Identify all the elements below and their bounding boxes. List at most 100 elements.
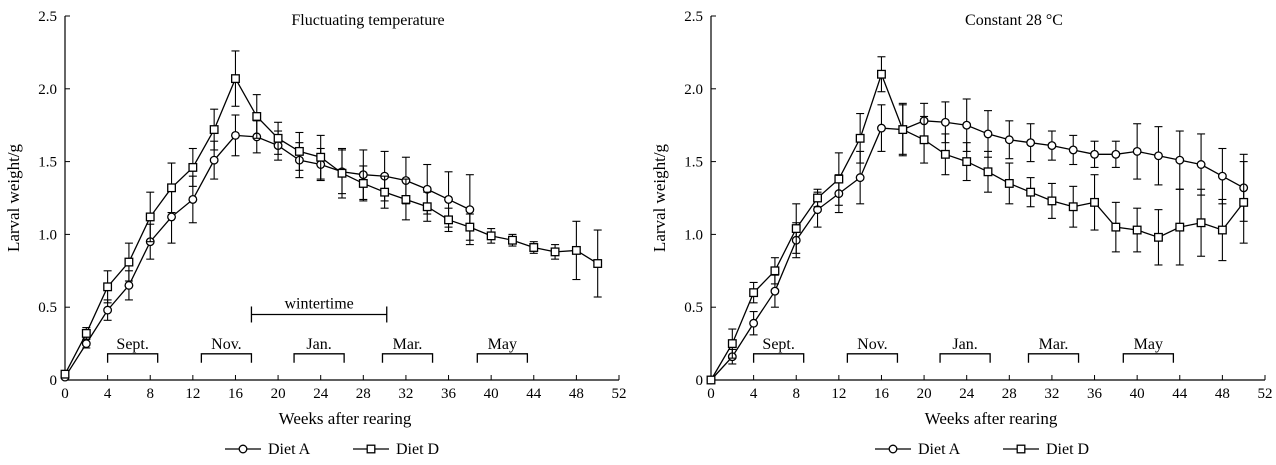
data-point	[1132, 225, 1142, 235]
data-point	[1090, 197, 1099, 207]
data-point	[1004, 178, 1014, 188]
annotation-label: wintertime	[284, 295, 353, 312]
x-tick-label: 16	[228, 386, 244, 402]
legend-marker	[238, 444, 248, 454]
data-point	[401, 195, 411, 204]
x-tick-label: 8	[146, 386, 154, 402]
chart-panel-constant: 00.51.01.52.02.50 4 8 12 16 20 24 28 32 36 40 44 48 5…	[650, 9, 1273, 458]
data-point	[231, 130, 240, 140]
data-point	[486, 231, 496, 241]
month-bracket	[752, 353, 805, 363]
data-point	[81, 328, 91, 338]
data-point	[1217, 225, 1227, 235]
month-bracket	[106, 353, 159, 363]
legend-label: Diet D	[396, 441, 439, 458]
legend-label: Diet A	[268, 441, 311, 458]
month-label: Jan.	[952, 336, 977, 353]
x-tick-label: 16	[874, 386, 890, 402]
x-tick-label: 36	[441, 386, 457, 402]
data-point	[294, 146, 304, 156]
x-tick-label: 20	[271, 386, 286, 402]
x-tick-label: 28	[356, 386, 371, 402]
data-point	[898, 125, 908, 135]
data-point	[855, 173, 865, 183]
y-tick-label: 2.0	[38, 82, 57, 98]
data-point	[727, 339, 737, 349]
data-point	[983, 129, 993, 139]
x-tick-label: 52	[1258, 386, 1273, 402]
data-point	[508, 235, 517, 245]
x-tick-label: 12	[831, 386, 846, 402]
month-bracket	[1027, 353, 1080, 363]
data-point	[770, 286, 780, 296]
data-point	[855, 133, 865, 143]
x-tick-label: 24	[959, 386, 975, 402]
legend-marker	[1016, 444, 1026, 454]
data-point	[1239, 197, 1249, 207]
data-point	[1090, 149, 1099, 159]
data-point	[983, 167, 993, 177]
x-tick-label: 36	[1087, 386, 1103, 402]
series-square-1	[60, 50, 603, 379]
x-tick-label: 48	[569, 386, 584, 402]
y-tick-label: 1.5	[38, 155, 57, 171]
data-point	[252, 112, 262, 121]
x-tick-label: 20	[917, 386, 932, 402]
data-point	[231, 74, 240, 84]
data-point	[1026, 138, 1036, 148]
y-tick-label: 1.5	[684, 155, 703, 171]
data-point	[749, 288, 759, 298]
y-tick-label: 0	[696, 373, 704, 389]
data-point	[167, 183, 176, 193]
data-point	[358, 178, 368, 188]
data-point	[1047, 196, 1057, 206]
x-tick-label: 40	[1130, 386, 1145, 402]
data-point	[1047, 141, 1057, 151]
data-point	[380, 187, 390, 197]
month-label: Mar.	[1039, 336, 1069, 353]
data-point	[962, 157, 972, 167]
month-label: Mar.	[393, 336, 423, 353]
data-point	[1111, 222, 1121, 232]
data-point	[770, 266, 780, 276]
data-point	[1111, 149, 1121, 159]
month-bracket	[939, 353, 991, 363]
series-line	[710, 72, 1245, 381]
data-point	[273, 133, 283, 143]
data-point	[103, 282, 113, 292]
month-bracket	[293, 353, 345, 363]
data-point	[465, 222, 475, 232]
data-point	[465, 205, 475, 215]
data-point	[1068, 145, 1078, 155]
chart-panel-fluctuating: 00.51.01.52.02.50 4 8 12 16 20 24 28 32 36 40 44 48 5…	[4, 9, 627, 458]
month-label: Jan.	[306, 336, 331, 353]
data-point	[1004, 135, 1014, 145]
x-tick-label: 0	[61, 386, 69, 402]
x-tick-label: 12	[185, 386, 200, 402]
y-tick-label: 0	[50, 373, 58, 389]
legend: Diet A Diet D	[225, 441, 439, 458]
month-label: Sept.	[116, 336, 148, 353]
month-label: May	[1134, 336, 1163, 353]
x-tick-label: 52	[612, 386, 627, 402]
data-point	[188, 195, 198, 204]
data-point	[1026, 187, 1036, 197]
month-bracket	[200, 353, 253, 363]
x-axis-label: Weeks after rearing	[925, 409, 1058, 428]
data-point	[444, 215, 453, 225]
y-tick-label: 0.5	[684, 300, 703, 316]
chart-title: Fluctuating temperature	[291, 12, 444, 29]
x-tick-label: 44	[1172, 386, 1188, 402]
series-line	[64, 77, 599, 375]
data-point	[791, 224, 801, 234]
data-point	[209, 155, 219, 165]
data-point	[706, 375, 716, 385]
data-point	[749, 318, 759, 328]
data-point	[1217, 171, 1227, 181]
month-bracket	[846, 353, 899, 363]
data-point	[124, 257, 134, 267]
x-tick-label: 28	[1002, 386, 1017, 402]
month-bracket	[381, 353, 434, 363]
month-bracket	[476, 353, 529, 363]
